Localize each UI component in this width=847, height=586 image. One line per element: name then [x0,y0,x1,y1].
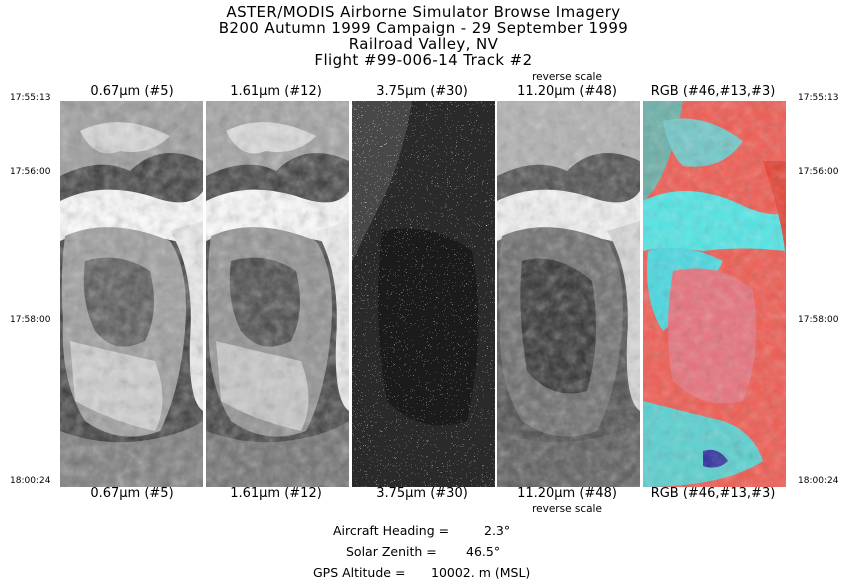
image-panel-3-75um [352,101,495,487]
time-right-2: 17:58:00 [798,315,839,325]
zenith-label: Solar Zenith = [346,544,437,559]
time-left-0: 17:55:13 [10,93,51,103]
zenith-value: 46.5° [466,544,501,559]
band-label-top-2: 3.75μm (#30) [376,84,468,99]
time-right-3: 18:00:24 [798,476,839,486]
title-line-2: B200 Autumn 1999 Campaign - 29 September… [218,19,629,37]
band-label-bottom-3: 11.20μm (#48) [517,486,617,501]
title-line-1: ASTER/MODIS Airborne Simulator Browse Im… [226,3,621,21]
image-panel-rgb [643,101,786,487]
time-right-0: 17:55:13 [798,93,839,103]
title-line-4: Flight #99-006-14 Track #2 [314,51,533,69]
band-label-top-4: RGB (#46,#13,#3) [650,84,776,99]
band-label-top-1: 1.61μm (#12) [230,84,322,99]
band-label-bottom-2: 3.75μm (#30) [376,486,468,501]
time-left-1: 17:56:00 [10,167,51,177]
title-line-3: Railroad Valley, NV [348,35,499,53]
band-label-top-3: 11.20μm (#48) [517,84,617,99]
band-label-bottom-1: 1.61μm (#12) [230,486,322,501]
time-right-1: 17:56:00 [798,167,839,177]
band-label-bottom-4: RGB (#46,#13,#3) [650,486,776,501]
image-panel-1-61um [206,101,349,487]
time-left-2: 17:58:00 [10,315,51,325]
time-left-3: 18:00:24 [10,476,51,486]
altitude-label: GPS Altitude = [313,565,406,580]
band-label-top-0: 0.67μm (#5) [90,84,174,99]
altitude-value: 10002. m (MSL) [431,565,531,580]
reverse-scale-note-bottom: reverse scale [532,503,602,515]
reverse-scale-note-top: reverse scale [532,71,602,83]
heading-value: 2.3° [484,523,511,538]
heading-label: Aircraft Heading = [333,523,450,538]
image-panel-0-67um [60,101,203,487]
band-label-bottom-0: 0.67μm (#5) [90,486,174,501]
image-panel-11-20um [497,101,640,487]
